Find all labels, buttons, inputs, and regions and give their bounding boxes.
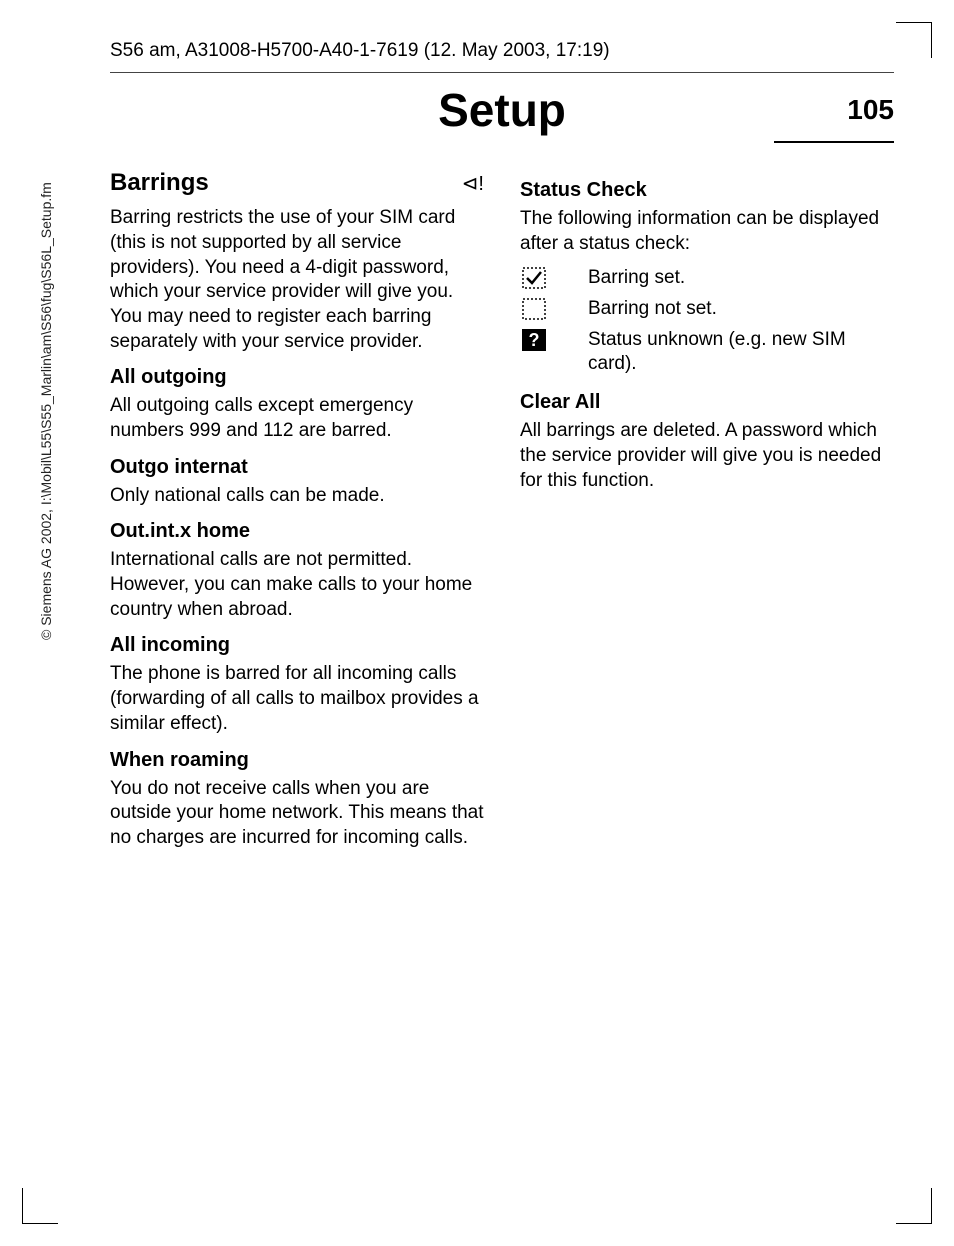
box-dotted-icon bbox=[520, 297, 548, 321]
barrings-heading: Barrings bbox=[110, 167, 209, 198]
all-incoming-head: All incoming bbox=[110, 632, 484, 658]
header-rule bbox=[110, 72, 894, 73]
out-int-x-home-body: International calls are not permitted. H… bbox=[110, 548, 484, 622]
crop-mark-br bbox=[896, 1188, 932, 1224]
status-check-intro: The following information can be display… bbox=[520, 207, 894, 256]
header-text: S56 am, A31008-H5700-A40-1-7619 (12. May… bbox=[110, 40, 610, 62]
title-row: Setup 105 bbox=[110, 83, 894, 137]
when-roaming-body: You do not receive calls when you are ou… bbox=[110, 777, 484, 851]
title-underline bbox=[774, 141, 894, 143]
out-int-x-home-head: Out.int.x home bbox=[110, 518, 484, 544]
status-unknown-text: Status unknown (e.g. new SIM card). bbox=[588, 328, 894, 377]
page: S56 am, A31008-H5700-A40-1-7619 (12. May… bbox=[0, 0, 954, 901]
outgo-internat-head: Outgo internat bbox=[110, 454, 484, 480]
all-outgoing-body: All outgoing calls except emergency numb… bbox=[110, 394, 484, 443]
status-row-notset: Barring not set. bbox=[520, 297, 894, 322]
crop-mark-bl bbox=[22, 1188, 58, 1224]
all-incoming-body: The phone is barred for all incoming cal… bbox=[110, 662, 484, 736]
status-row-unknown: ? Status unknown (e.g. new SIM card). bbox=[520, 328, 894, 377]
header-row: S56 am, A31008-H5700-A40-1-7619 (12. May… bbox=[110, 40, 894, 62]
page-number: 105 bbox=[847, 94, 894, 126]
barrings-intro: Barring restricts the use of your SIM ca… bbox=[110, 206, 484, 354]
question-box-icon: ? bbox=[520, 328, 548, 352]
status-set-text: Barring set. bbox=[588, 266, 894, 291]
side-copyright: © Siemens AG 2002, I:\Mobil\L55\S55_Marl… bbox=[38, 182, 54, 640]
page-title: Setup bbox=[438, 83, 566, 137]
columns: Barrings ⊲! Barring restricts the use of… bbox=[110, 167, 894, 861]
status-check-head: Status Check bbox=[520, 177, 894, 203]
all-outgoing-head: All outgoing bbox=[110, 364, 484, 390]
network-icon: ⊲! bbox=[462, 171, 484, 197]
status-list: Barring set. Barring not set. ? bbox=[520, 266, 894, 377]
clear-all-body: All barrings are deleted. A password whi… bbox=[520, 419, 894, 493]
status-notset-text: Barring not set. bbox=[588, 297, 894, 322]
check-dotted-icon bbox=[520, 266, 548, 290]
barrings-row: Barrings ⊲! bbox=[110, 167, 484, 198]
when-roaming-head: When roaming bbox=[110, 747, 484, 773]
status-row-set: Barring set. bbox=[520, 266, 894, 291]
outgo-internat-body: Only national calls can be made. bbox=[110, 484, 484, 509]
svg-text:?: ? bbox=[529, 330, 540, 350]
left-column: Barrings ⊲! Barring restricts the use of… bbox=[110, 167, 484, 861]
crop-mark-tr bbox=[896, 22, 932, 58]
clear-all-head: Clear All bbox=[520, 389, 894, 415]
right-column: Status Check The following information c… bbox=[520, 167, 894, 861]
